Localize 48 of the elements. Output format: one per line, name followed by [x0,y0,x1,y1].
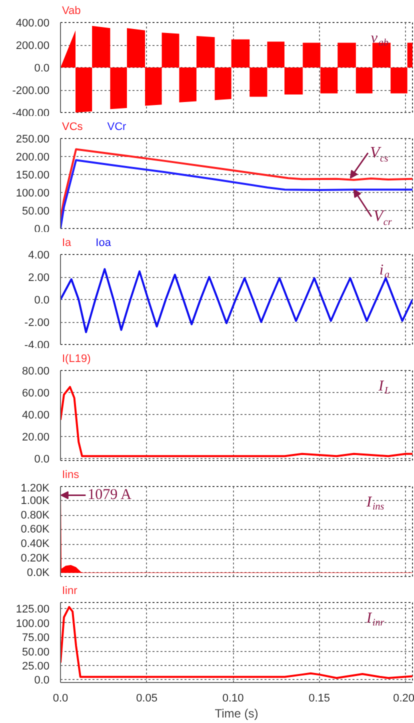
y-tick-label: 20.00 [22,431,50,444]
y-tick-label: -2.00 [24,317,50,329]
y-tick-label: 0.20K [20,552,50,564]
y-tick-label: 0.0 [34,453,50,466]
y-tick-label: 2.00 [28,272,50,284]
y-tick-label: 150.00 [16,170,50,182]
y-tick-label: 125.00 [16,604,50,616]
chart-title: Vab [62,5,81,17]
y-tick-label: -200.00 [12,85,50,97]
x-tick-label: 0.05 [136,692,158,704]
annotation: 1079 A [88,487,132,504]
y-tick-label: 0.0K [26,566,50,579]
y-tick-label: 0.0 [34,674,50,687]
y-tick-label: 100.00 [16,188,50,200]
x-tick-label: 0.0 [52,692,68,704]
line-series [60,606,412,679]
y-tick-label: 250.00 [16,134,50,146]
y-tick-label: 40.00 [22,409,50,422]
y-tick-label: 50.00 [22,206,50,218]
y-tick-label: 1.20K [20,482,50,494]
y-tick-label: 1.00K [20,494,50,507]
y-tick-label: 100.00 [16,618,50,630]
y-tick-label: 25.00 [22,660,50,672]
y-tick-label: 200.00 [16,152,50,164]
y-tick-label: 50.00 [22,646,50,658]
series-label: VCs [62,121,83,133]
y-tick-label: 80.00 [22,366,50,378]
y-tick-label: 0.60K [20,524,50,536]
text: VCr [107,121,126,133]
x-tick-label: 0.10 [222,692,244,704]
line-series [60,148,412,220]
chart-title: Ia [62,237,72,249]
y-tick-label: 200.00 [16,40,50,52]
x-axis-title: Time (s) [214,706,258,720]
y-tick-label: 400.00 [16,18,50,30]
chart-title: Iinr [62,585,78,597]
chart-title: Iins [62,469,80,481]
chart-title: I(L19) [62,353,91,365]
x-tick-label: 0.20 [393,692,414,704]
y-tick-label: 60.00 [22,387,50,400]
x-tick-label: 0.15 [308,692,330,704]
y-tick-label: 0.0 [34,62,50,74]
y-tick-label: 4.00 [28,250,50,262]
y-tick-label: 0.0 [34,294,50,306]
y-tick-label: 0.80K [20,509,50,522]
y-tick-label: 75.00 [22,632,50,644]
y-tick-label: 0.40K [20,538,50,550]
series-label: Ioa [96,237,111,249]
